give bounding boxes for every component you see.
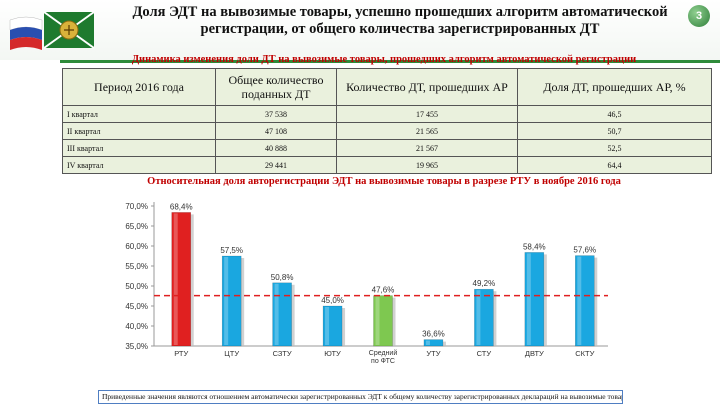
data-label: 50,8% [271, 273, 294, 282]
bar [171, 212, 191, 347]
data-label: 57,6% [573, 246, 596, 255]
bar-highlight [375, 296, 380, 345]
y-tick-label: 35,0% [125, 342, 148, 351]
bar [322, 305, 343, 347]
cell-ar-share: 46,5 [517, 105, 712, 123]
category-label: УТУ [426, 349, 440, 358]
table-row: IV квартал 29 441 19 965 64,4 [62, 156, 712, 174]
title-divider [60, 60, 720, 63]
category-label: СЗТУ [273, 349, 292, 358]
header-period: Период 2016 года [62, 68, 216, 106]
bar-highlight [526, 253, 531, 345]
category-label: ЦТУ [224, 349, 239, 358]
cell-ar-share: 64,4 [517, 156, 712, 174]
russian-flag-icon [9, 16, 43, 50]
cell-ar-count: 21 567 [336, 139, 518, 157]
footnote: Приведенные значения являются отношением… [98, 390, 623, 404]
y-tick-label: 65,0% [125, 222, 148, 231]
header-ar-share: Доля ДТ, прошедших АР, % [517, 68, 712, 106]
table-row: III квартал 40 888 21 567 52,5 [62, 139, 712, 157]
data-label: 57,5% [220, 246, 243, 255]
page-title: Доля ЭДТ на вывозимые товары, успешно пр… [132, 4, 668, 37]
data-label: 58,4% [523, 242, 546, 251]
bar-highlight [224, 257, 229, 345]
cell-total: 29 441 [215, 156, 337, 174]
rtu-share-chart: 35,0% 40,0% 45,0% 50,0% 55,0% 60,0% 65,0% 70,0%… [125, 202, 608, 365]
category-label: РТУ [174, 349, 188, 358]
customs-flag-icon [43, 11, 95, 49]
customs-emblem-icon [9, 11, 95, 50]
cell-ar-share: 50,7 [517, 122, 712, 140]
y-tick-label: 50,0% [125, 282, 148, 291]
table-caption: Динамика изменения доли ДТ на вывозимые … [131, 54, 637, 65]
bar [575, 255, 595, 347]
bar [221, 255, 242, 347]
bar [272, 282, 292, 347]
bar-highlight [577, 256, 582, 345]
y-tick-label: 45,0% [125, 302, 148, 311]
cell-ar-count: 17 455 [336, 105, 518, 123]
cell-total: 47 108 [215, 122, 337, 140]
header-ar-count: Количество ДТ, прошедших АР [336, 68, 518, 106]
header-total-dt: Общее количество поданных ДТ [215, 68, 337, 106]
category-label: ЮТУ [324, 349, 341, 358]
y-tick-label: 40,0% [125, 322, 148, 331]
data-label: 49,2% [473, 279, 496, 288]
cell-period: IV квартал [62, 156, 216, 174]
category-label: СКТУ [575, 349, 594, 358]
category-label: по ФТС [371, 358, 395, 365]
bar-highlight [325, 307, 330, 345]
category-label: Средний [369, 349, 398, 357]
bar-highlight [173, 213, 178, 345]
data-label: 45,0% [321, 296, 344, 305]
cell-period: I квартал [62, 105, 216, 123]
cell-ar-count: 21 565 [336, 122, 518, 140]
bar [373, 295, 393, 347]
quarterly-table: Период 2016 года Общее количество поданн… [62, 68, 712, 174]
cell-period: II квартал [62, 122, 216, 140]
chart-caption: Относительная доля авторегистрации ЭДТ н… [147, 176, 621, 187]
bar-highlight [425, 340, 430, 345]
cell-total: 37 538 [215, 105, 337, 123]
y-tick-label: 70,0% [125, 202, 148, 211]
category-label: СТУ [477, 349, 492, 358]
cell-ar-count: 19 965 [336, 156, 518, 174]
bar [524, 252, 545, 347]
title-band [0, 0, 720, 60]
bar [474, 288, 494, 347]
category-label: ДВТУ [525, 349, 544, 358]
bar [423, 339, 444, 347]
bar-highlight [476, 290, 481, 345]
page-number-badge: 3 [688, 5, 710, 27]
bar-highlight [274, 283, 279, 345]
cell-total: 40 888 [215, 139, 337, 157]
data-label: 68,4% [170, 202, 193, 211]
data-label: 47,6% [372, 286, 395, 295]
cell-ar-share: 52,5 [517, 139, 712, 157]
table-row: II квартал 47 108 21 565 50,7 [62, 122, 712, 140]
y-tick-label: 55,0% [125, 262, 148, 271]
table-header-row: Период 2016 года Общее количество поданн… [62, 68, 712, 106]
table-row: I квартал 37 538 17 455 46,5 [62, 105, 712, 123]
data-label: 36,6% [422, 330, 445, 339]
y-tick-label: 60,0% [125, 242, 148, 251]
cell-period: III квартал [62, 139, 216, 157]
